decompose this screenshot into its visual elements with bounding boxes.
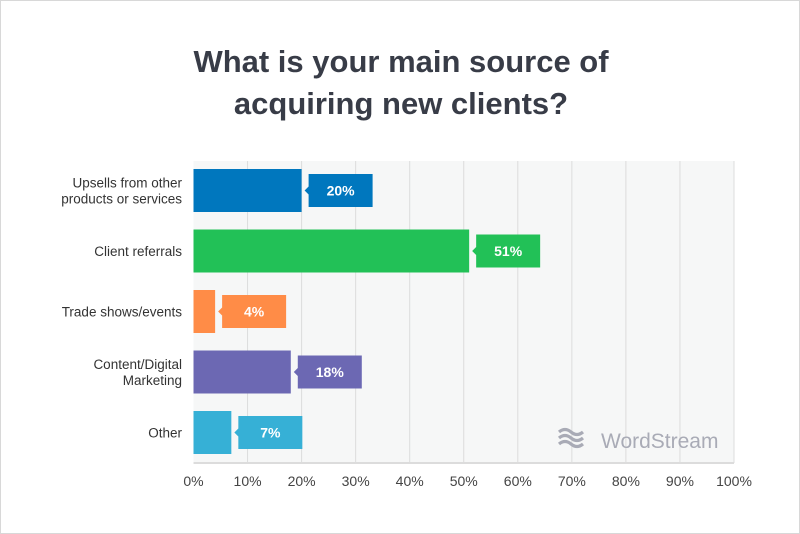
- data-label-box: [472, 234, 541, 268]
- bar: [193, 411, 232, 454]
- wordstream-logo-icon: [557, 427, 585, 437]
- category-label: Content/Digital: [93, 357, 182, 372]
- category-label: Upsells from other: [72, 176, 182, 191]
- x-tick-label: 80%: [612, 473, 640, 489]
- data-label: 20%: [327, 183, 356, 199]
- x-tick-label: 0%: [183, 473, 203, 489]
- data-label: 4%: [244, 304, 265, 320]
- data-label: 18%: [316, 364, 345, 380]
- title-line-2: acquiring new clients?: [233, 86, 569, 121]
- bar: [193, 229, 470, 273]
- watermark-logo: WordStream: [601, 430, 718, 453]
- x-tick-label: 70%: [558, 473, 586, 489]
- x-tick-label: 40%: [396, 473, 424, 489]
- x-tick-label: 30%: [342, 473, 370, 489]
- title-line-1: What is your main source of: [193, 44, 609, 79]
- x-tick-label: 50%: [450, 473, 478, 489]
- data-label-box: [304, 174, 373, 207]
- bar: [193, 350, 291, 394]
- bar: [193, 169, 302, 212]
- wordstream-logo-icon: [557, 439, 585, 449]
- x-tick-label: 20%: [288, 473, 316, 489]
- data-label-box: [218, 295, 287, 328]
- category-label: products or services: [61, 192, 182, 207]
- data-label: 7%: [260, 425, 281, 441]
- x-tick-label: 100%: [716, 473, 752, 489]
- data-label-box: [293, 355, 362, 389]
- category-label: Marketing: [123, 373, 182, 388]
- category-label: Trade shows/events: [62, 305, 183, 320]
- category-label: Client referrals: [94, 244, 182, 259]
- x-tick-label: 10%: [234, 473, 262, 489]
- wordstream-logo-icon: [557, 433, 585, 443]
- data-label: 51%: [494, 243, 523, 259]
- x-tick-label: 60%: [504, 473, 532, 489]
- x-tick-label: 90%: [666, 473, 694, 489]
- data-label-box: [234, 416, 303, 449]
- category-label: Other: [148, 426, 182, 441]
- chart-title: What is your main source of acquiring ne…: [1, 41, 799, 125]
- bar: [193, 290, 216, 333]
